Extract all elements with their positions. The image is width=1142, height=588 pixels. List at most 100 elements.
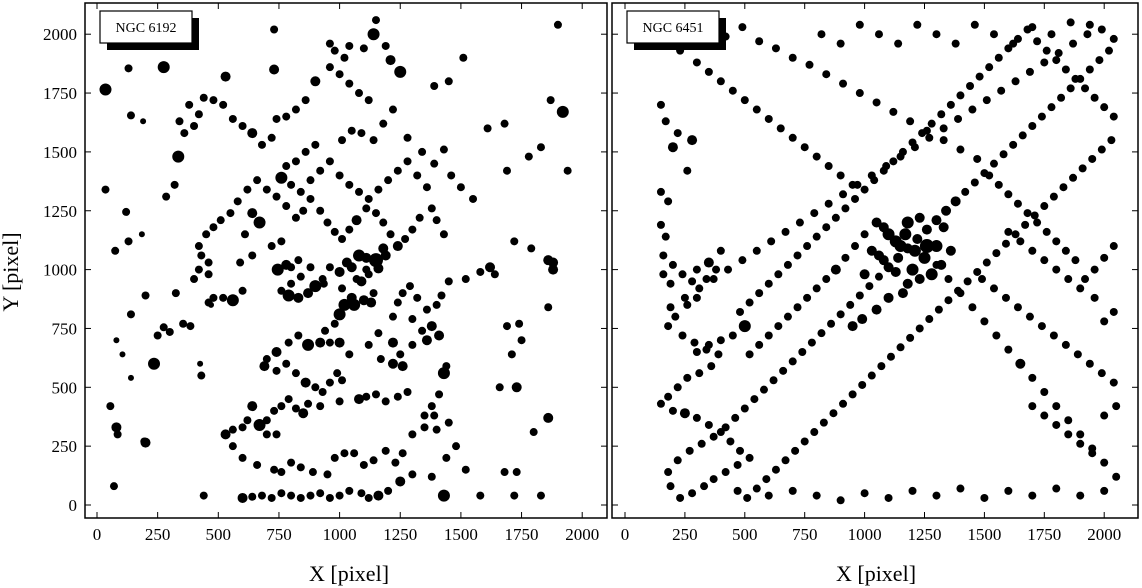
star-point	[359, 460, 368, 469]
star-point	[369, 456, 378, 465]
star-point	[391, 458, 400, 467]
star-point	[896, 343, 905, 352]
star-point	[817, 329, 826, 338]
x-tick-label: 0	[93, 525, 102, 544]
star-point	[388, 105, 397, 114]
star-point	[253, 216, 266, 229]
star-point	[1004, 345, 1013, 354]
star-point	[1040, 202, 1049, 211]
star-point	[393, 298, 402, 307]
x-tick-label: 2000	[565, 525, 599, 544]
star-point	[1078, 164, 1087, 173]
star-point	[301, 147, 310, 156]
star-point	[894, 39, 903, 48]
star-point	[500, 468, 509, 477]
y-tick-label: 1750	[43, 84, 77, 103]
star-point	[209, 96, 218, 105]
star-point	[310, 76, 321, 87]
star-point	[387, 337, 398, 348]
star-point	[1057, 93, 1066, 102]
star-point	[418, 147, 427, 156]
star-point	[673, 129, 682, 138]
star-point	[666, 482, 675, 491]
star-point	[793, 303, 802, 312]
star-point	[666, 303, 675, 312]
star-point	[345, 225, 354, 234]
star-point	[536, 491, 545, 500]
star-point	[945, 245, 956, 256]
star-point	[316, 402, 325, 411]
x-tick-label: 750	[266, 525, 292, 544]
star-point	[543, 412, 554, 423]
star-point	[922, 126, 931, 135]
star-point	[906, 263, 919, 276]
star-point	[238, 286, 247, 295]
star-point	[476, 491, 485, 500]
star-point	[970, 178, 979, 187]
star-point	[421, 335, 432, 346]
star-point	[992, 331, 1001, 340]
star-point	[237, 492, 248, 503]
star-point	[373, 490, 384, 501]
star-point	[348, 298, 361, 311]
star-point	[355, 187, 364, 196]
star-point	[822, 70, 831, 79]
star-point	[485, 262, 496, 273]
star-point	[1049, 192, 1058, 201]
star-point	[688, 489, 697, 498]
star-point	[556, 105, 569, 118]
star-point	[355, 89, 364, 98]
star-point	[1090, 93, 1099, 102]
star-point	[219, 100, 228, 109]
star-point	[517, 336, 526, 345]
star-point	[364, 340, 373, 349]
star-point	[824, 162, 833, 171]
star-point	[1013, 303, 1022, 312]
star-point	[262, 185, 271, 194]
star-point	[1064, 275, 1073, 284]
star-point	[204, 270, 213, 279]
star-point	[175, 117, 184, 126]
star-point	[800, 143, 809, 152]
star-point	[938, 222, 949, 233]
star-point	[759, 385, 768, 394]
star-point	[1112, 472, 1121, 481]
star-point	[340, 53, 349, 62]
star-point	[871, 217, 882, 228]
star-point	[762, 475, 771, 484]
star-point	[384, 176, 393, 185]
star-point	[335, 491, 344, 500]
star-point	[396, 350, 405, 359]
star-point	[877, 362, 886, 371]
star-point	[951, 39, 960, 48]
star-point	[299, 206, 308, 215]
star-point	[709, 475, 718, 484]
star-point	[1052, 265, 1061, 274]
star-point	[345, 180, 354, 189]
star-point	[384, 486, 393, 495]
star-point	[298, 408, 309, 419]
star-point	[931, 215, 942, 226]
star-point	[106, 402, 115, 411]
star-point	[1085, 65, 1094, 74]
star-point	[172, 150, 185, 163]
star-point	[712, 265, 721, 274]
star-point	[190, 122, 199, 131]
star-point	[1100, 317, 1109, 326]
star-point	[1013, 199, 1022, 208]
star-point	[262, 355, 271, 364]
star-point	[270, 406, 279, 415]
star-point	[695, 369, 704, 378]
star-point	[272, 192, 281, 201]
star-point	[401, 234, 410, 243]
star-point	[683, 300, 692, 309]
star-point	[325, 378, 334, 387]
star-point	[461, 465, 470, 474]
star-point	[361, 252, 372, 263]
x-tick-label: 500	[206, 525, 232, 544]
star-point	[1076, 284, 1085, 293]
star-point	[444, 418, 453, 427]
star-point	[841, 204, 850, 213]
star-point	[309, 280, 322, 293]
star-point	[726, 437, 735, 446]
